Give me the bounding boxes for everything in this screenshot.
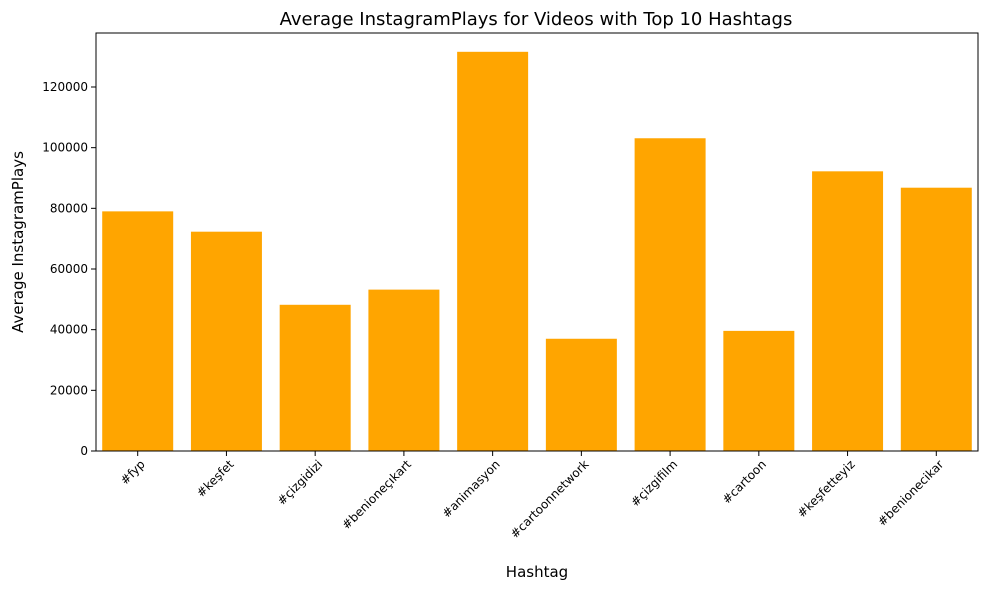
y-tick-label: 0 — [80, 444, 88, 458]
y-tick-label: 100000 — [42, 141, 88, 155]
bar-9 — [900, 187, 972, 451]
x-tick-label: #çizgifilm — [628, 457, 680, 509]
bar-8 — [812, 171, 884, 451]
x-tick-label: #fyp — [118, 457, 148, 487]
x-tick-label: #çizgidizi — [275, 457, 326, 508]
bar-0 — [102, 211, 174, 451]
plot-frame — [95, 32, 979, 452]
y-tick-label: 120000 — [42, 80, 88, 94]
plot-area: 0 20000 40000 60000 80000 100000 120000 #fyp #ke… — [42, 51, 972, 541]
chart-title: Average InstagramPlays for Videos with T… — [280, 9, 793, 30]
y-tick-label: 40000 — [50, 323, 88, 337]
x-tick-label: #cartoon — [719, 457, 768, 506]
bar-3 — [368, 289, 440, 451]
x-tick-label: #benionecikar — [875, 457, 947, 529]
x-tick-label: #cartoonnetwork — [508, 457, 592, 541]
x-tick-label: #keşfet — [194, 457, 237, 500]
bar-6 — [634, 138, 706, 451]
bar-2 — [279, 304, 351, 451]
x-tick-label: #animasyon — [439, 457, 502, 520]
y-tick-label: 60000 — [50, 262, 88, 276]
x-tick-label: #benioneçıkart — [339, 457, 414, 532]
bar-5 — [545, 338, 617, 451]
x-axis-label: Hashtag — [506, 563, 568, 581]
y-axis-label: Average InstagramPlays — [9, 151, 27, 333]
x-tick-label: #keşfetteyiz — [794, 457, 857, 520]
bar-4 — [457, 51, 529, 452]
y-tick-label: 20000 — [50, 383, 88, 397]
bar-1 — [190, 231, 262, 451]
bar-7 — [723, 330, 795, 451]
y-tick-label: 80000 — [50, 201, 88, 215]
